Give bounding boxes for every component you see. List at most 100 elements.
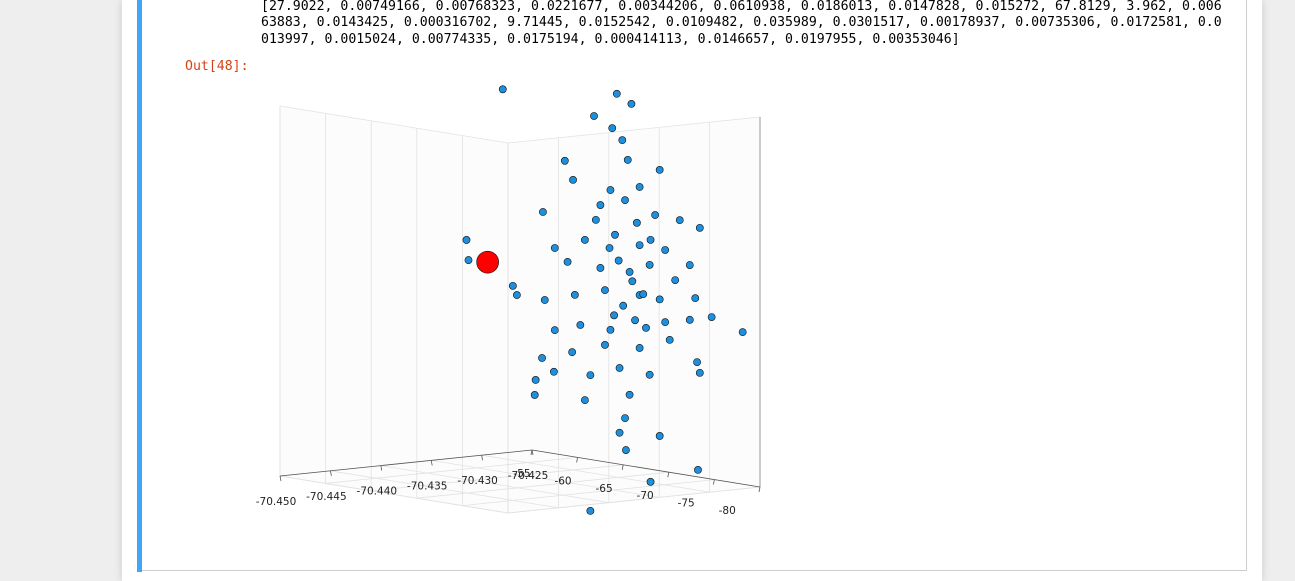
scatter-point <box>661 318 670 327</box>
x-tick-label: -70.445 <box>306 491 347 503</box>
scatter-point <box>622 446 630 454</box>
scatter-point <box>625 268 634 276</box>
scatter-point <box>586 371 595 380</box>
scatter-point <box>611 230 619 239</box>
scatter-point <box>707 313 716 321</box>
scatter-point <box>550 326 559 335</box>
scatter-point <box>623 156 632 164</box>
output-text: [27.9022, 0.00749166, 0.00768323, 0.0221… <box>261 0 1222 14</box>
scatter-point <box>615 364 624 372</box>
scatter-point <box>627 100 636 108</box>
scatter-point <box>540 296 549 304</box>
x-tick-label: -70.440 <box>357 486 398 498</box>
scatter-point <box>590 112 598 120</box>
scatter-point <box>606 325 615 334</box>
scatter-point <box>695 368 704 377</box>
x-tick-mark <box>279 475 282 482</box>
scatter-point <box>580 396 589 405</box>
back-pane <box>279 105 509 514</box>
scatter-point <box>576 321 585 329</box>
scatter-point <box>498 85 507 94</box>
grid-line <box>507 143 761 514</box>
scatter-point <box>549 367 558 376</box>
output-prompt: Out[48]: <box>185 59 249 74</box>
scatter-point <box>606 186 615 194</box>
y-tick-mark <box>667 472 670 478</box>
scatter-point <box>651 211 660 219</box>
scatter-point <box>568 348 577 357</box>
scatter-point <box>632 218 641 227</box>
scatter-point <box>563 257 572 266</box>
scatter-point <box>570 290 579 299</box>
scatter-point <box>618 136 627 145</box>
scatter-point <box>685 261 694 269</box>
scatter-point <box>614 256 623 265</box>
scatter-point <box>621 414 629 423</box>
scatter-point <box>645 260 654 269</box>
scatter-point <box>635 241 644 249</box>
scatter-point <box>586 507 595 515</box>
scatter-point <box>508 281 517 290</box>
scatter-point <box>691 294 700 303</box>
y-tick-label: -75 <box>678 498 695 510</box>
scatter-point <box>621 196 629 205</box>
scatter-point <box>635 344 644 352</box>
scatter-point <box>596 201 605 209</box>
grid-line <box>325 113 578 484</box>
scatter-point <box>675 216 684 225</box>
scatter-point <box>694 466 702 474</box>
output-text: 63883, 0.0143425, 0.000316702, 9.71445, … <box>261 15 1222 30</box>
scatter-point <box>601 341 609 349</box>
output-text: 013997, 0.0015024, 0.00774335, 0.0175194… <box>261 32 960 47</box>
scatter-point <box>642 323 650 332</box>
scatter-point <box>539 208 547 216</box>
y-tick-label: -60 <box>554 475 571 487</box>
grid-line <box>416 128 669 499</box>
side-pane <box>507 116 761 514</box>
scatter-point <box>601 286 609 295</box>
scatter-point <box>645 370 654 379</box>
x-axis-line <box>279 449 533 477</box>
scatter-point <box>464 256 473 264</box>
scatter-point <box>512 291 521 299</box>
scatter-point <box>462 236 471 244</box>
scatter-point <box>628 277 637 286</box>
scatter-point <box>569 175 577 184</box>
y-axis-line <box>531 449 761 488</box>
scatter-point <box>476 250 499 274</box>
scatter-point <box>615 428 624 437</box>
y-tick-label: -65 <box>596 483 613 495</box>
y-tick-mark <box>530 449 533 456</box>
scatter-point <box>695 223 704 232</box>
y-tick-mark <box>713 479 715 485</box>
scatter-point <box>631 316 639 325</box>
scatter-point <box>560 156 569 165</box>
y-tick-mark <box>758 486 761 493</box>
scatter-point <box>646 235 655 244</box>
x-tick-mark <box>430 460 433 466</box>
scatter-point <box>665 335 674 344</box>
scatter-point <box>655 295 664 304</box>
scatter-point <box>639 290 648 299</box>
scatter-point <box>531 376 540 384</box>
scatter-point <box>738 328 747 337</box>
scatter-point <box>685 315 694 324</box>
scatter-point <box>619 301 628 310</box>
scatter-point <box>538 354 546 362</box>
scatter-point <box>671 276 680 284</box>
y-tick-mark <box>576 457 578 463</box>
scatter-point <box>591 215 600 224</box>
scatter-point <box>608 124 617 133</box>
y-tick-label: -55 <box>513 468 530 480</box>
scatter-point <box>612 89 621 98</box>
scatter-point <box>693 358 701 366</box>
y-tick-mark <box>621 464 624 470</box>
scatter-point <box>625 390 634 399</box>
x-tick-label: -70.425 <box>508 470 549 482</box>
x-tick-label: -70.450 <box>256 496 297 508</box>
x-tick-mark <box>380 465 383 471</box>
scatter-point <box>610 311 618 320</box>
scatter-point <box>646 477 655 486</box>
